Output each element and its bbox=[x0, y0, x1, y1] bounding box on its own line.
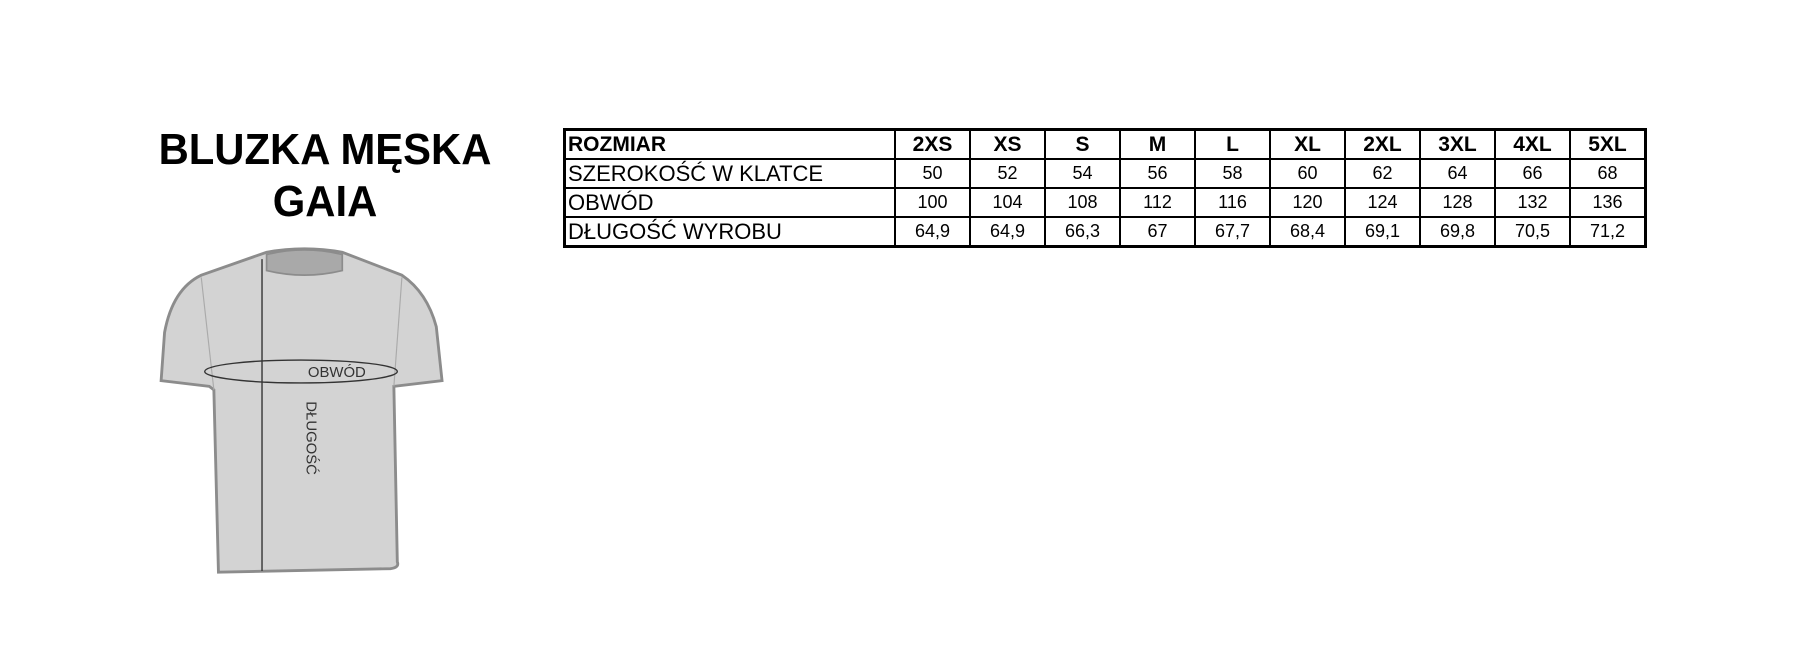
cell: 54 bbox=[1044, 158, 1121, 189]
header-label: ROZMIAR bbox=[563, 128, 896, 160]
girth-label: OBWÓD bbox=[308, 364, 366, 381]
cell: 52 bbox=[969, 158, 1046, 189]
size-header: 2XL bbox=[1344, 128, 1421, 160]
cell: 60 bbox=[1269, 158, 1346, 189]
tshirt-shape bbox=[159, 247, 444, 574]
cell: 64,9 bbox=[969, 216, 1046, 248]
size-header: S bbox=[1044, 128, 1121, 160]
cell: 112 bbox=[1119, 187, 1196, 218]
size-header: XS bbox=[969, 128, 1046, 160]
product-title: BLUZKA MĘSKA GAIA bbox=[135, 124, 515, 228]
size-header: XL bbox=[1269, 128, 1346, 160]
size-header: L bbox=[1194, 128, 1271, 160]
cell: 56 bbox=[1119, 158, 1196, 189]
cell: 68 bbox=[1569, 158, 1647, 189]
table-row: DŁUGOŚĆ WYROBU 64,9 64,9 66,3 67 67,7 68… bbox=[563, 216, 1647, 248]
cell: 62 bbox=[1344, 158, 1421, 189]
title-line-2: GAIA bbox=[272, 177, 378, 226]
cell: 128 bbox=[1419, 187, 1496, 218]
girth-ellipse bbox=[204, 359, 398, 384]
cell: 66,3 bbox=[1044, 216, 1121, 248]
cell: 67 bbox=[1119, 216, 1196, 248]
table-header-row: ROZMIAR 2XS XS S M L XL 2XL 3XL 4XL 5XL bbox=[563, 128, 1647, 160]
cell: 70,5 bbox=[1494, 216, 1571, 248]
cell: 66 bbox=[1494, 158, 1571, 189]
cell: 132 bbox=[1494, 187, 1571, 218]
cell: 116 bbox=[1194, 187, 1271, 218]
cell: 71,2 bbox=[1569, 216, 1647, 248]
size-table: ROZMIAR 2XS XS S M L XL 2XL 3XL 4XL 5XL … bbox=[563, 128, 1647, 248]
collar bbox=[265, 249, 344, 276]
sleeve-seam-left bbox=[200, 277, 215, 390]
cell: 100 bbox=[894, 187, 971, 218]
cell: 50 bbox=[894, 158, 971, 189]
cell: 124 bbox=[1344, 187, 1421, 218]
cell: 64 bbox=[1419, 158, 1496, 189]
cell: 120 bbox=[1269, 187, 1346, 218]
row-label: SZEROKOŚĆ W KLATCE bbox=[563, 158, 896, 189]
cell: 136 bbox=[1569, 187, 1647, 218]
cell: 108 bbox=[1044, 187, 1121, 218]
size-header: 3XL bbox=[1419, 128, 1496, 160]
sleeve-seam-right bbox=[393, 277, 403, 387]
size-header: M bbox=[1119, 128, 1196, 160]
table-row: OBWÓD 100 104 108 112 116 120 124 128 13… bbox=[563, 187, 1647, 218]
size-header: 2XS bbox=[894, 128, 971, 160]
cell: 69,1 bbox=[1344, 216, 1421, 248]
size-header: 5XL bbox=[1569, 128, 1647, 160]
row-label: DŁUGOŚĆ WYROBU bbox=[563, 216, 896, 248]
cell: 68,4 bbox=[1269, 216, 1346, 248]
cell: 64,9 bbox=[894, 216, 971, 248]
size-header: 4XL bbox=[1494, 128, 1571, 160]
title-line-1: BLUZKA MĘSKA bbox=[158, 125, 492, 174]
cell: 69,8 bbox=[1419, 216, 1496, 248]
cell: 67,7 bbox=[1194, 216, 1271, 248]
length-label: DŁUGOŚĆ bbox=[303, 401, 321, 475]
cell: 58 bbox=[1194, 158, 1271, 189]
table-row: SZEROKOŚĆ W KLATCE 50 52 54 56 58 60 62 … bbox=[563, 158, 1647, 189]
cell: 104 bbox=[969, 187, 1046, 218]
row-label: OBWÓD bbox=[563, 187, 896, 218]
